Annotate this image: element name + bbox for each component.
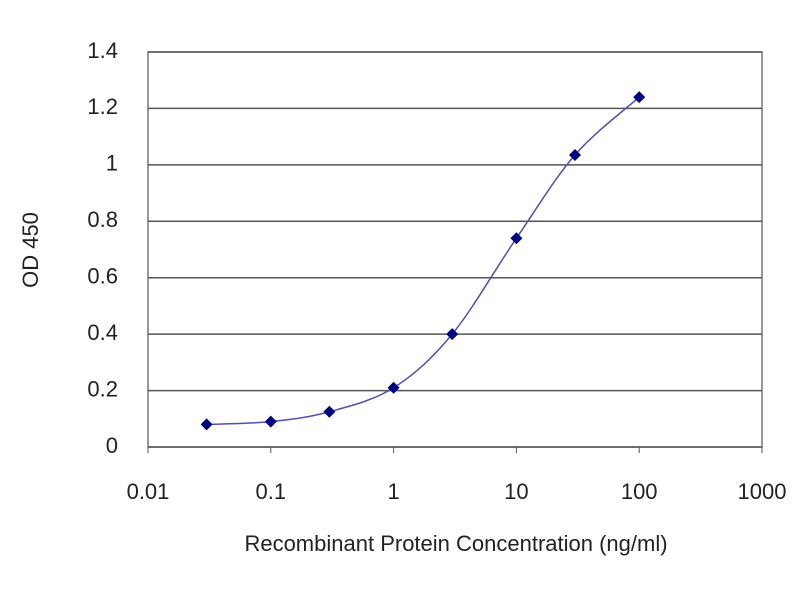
x-tick-label: 1 <box>387 479 399 504</box>
y-tick-label: 0.6 <box>87 264 118 289</box>
y-tick-label: 0.4 <box>87 320 118 345</box>
data-point <box>264 415 277 428</box>
y-tick-label: 1.4 <box>87 38 118 63</box>
x-tick-label: 0.1 <box>256 479 287 504</box>
x-axis-label: Recombinant Protein Concentration (ng/ml… <box>244 531 667 556</box>
y-axis-label: OD 450 <box>18 212 43 288</box>
x-tick-label: 0.01 <box>127 479 170 504</box>
x-tick-label: 100 <box>621 479 658 504</box>
y-tick-label: 1 <box>106 151 118 176</box>
x-tick-label: 10 <box>504 479 528 504</box>
y-tick-label: 0.2 <box>87 376 118 401</box>
data-point <box>387 381 400 394</box>
data-point <box>568 148 581 161</box>
y-tick-label: 0 <box>106 433 118 458</box>
data-point <box>510 232 523 245</box>
curve <box>206 96 640 426</box>
x-tick-label: 1000 <box>738 479 787 504</box>
data-point <box>633 91 646 104</box>
y-tick-label: 1.2 <box>87 94 118 119</box>
y-tick-label: 0.8 <box>87 207 118 232</box>
data-point <box>323 405 336 418</box>
plot-area <box>147 51 763 448</box>
data-point <box>200 418 213 431</box>
data-point <box>446 328 459 341</box>
